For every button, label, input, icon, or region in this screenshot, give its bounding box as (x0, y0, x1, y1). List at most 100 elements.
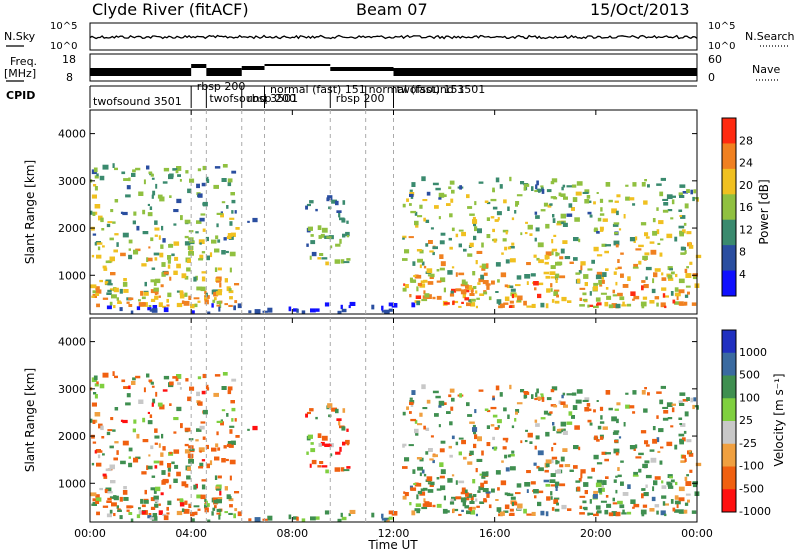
velocity-echo-4 (485, 491, 491, 494)
velocity-echo-0 (212, 497, 219, 501)
velocity-echo-0 (136, 433, 140, 439)
velocity-echo-3 (211, 511, 214, 516)
velocity-echo-0 (109, 509, 113, 514)
power-echo-0 (169, 195, 172, 198)
velocity-echo-0 (151, 402, 154, 407)
velocity-echo-4 (575, 480, 581, 483)
power-echo-0 (216, 304, 220, 307)
power-echo-4 (504, 296, 510, 302)
power-echo-3 (207, 311, 211, 314)
power-echo-0 (95, 286, 100, 290)
power-echo-0 (113, 249, 118, 253)
power-echo-0 (201, 276, 206, 282)
velocity-echo-0 (93, 375, 98, 381)
velocity-echo-4 (452, 508, 455, 513)
velocity-echo-4 (423, 473, 427, 477)
velocity-echo-4 (490, 406, 497, 410)
velocity-echo-4 (416, 508, 420, 514)
velocity-echo-4 (495, 499, 499, 501)
velocity-echo-4 (475, 498, 478, 502)
velocity-echo-3 (233, 513, 236, 519)
velocity-echo-0 (217, 497, 223, 501)
power-echo-4 (643, 284, 649, 289)
freq-trace (90, 64, 697, 76)
velocity-echo-4 (508, 513, 513, 516)
power-echo-3 (296, 308, 299, 313)
velocity-echo-4 (474, 409, 477, 414)
velocity-echo-4 (474, 434, 478, 440)
velocity-echo-4 (435, 395, 441, 399)
power-echo-3 (152, 305, 158, 310)
velocity-echo-0 (152, 398, 156, 404)
velocity-echo-4 (559, 483, 566, 487)
power-echo-0 (179, 179, 182, 182)
velocity-echo-4 (566, 421, 573, 425)
velocity-echo-2 (320, 441, 325, 446)
power-echo-4 (556, 252, 560, 256)
velocity-echo-0 (161, 480, 166, 485)
power-echo-4 (439, 254, 444, 259)
power-echo-4 (469, 213, 475, 216)
power-echo-4 (507, 206, 510, 211)
velocity-echo-4 (416, 482, 422, 487)
velocity-echo-2 (343, 469, 350, 472)
velocity-echo-4 (502, 446, 507, 450)
velocity-echo-0 (229, 475, 232, 481)
velocity-echo-3 (248, 518, 252, 522)
velocity-echo-0 (158, 443, 161, 448)
velocity-echo-0 (128, 505, 134, 508)
velocity-echo-4 (423, 487, 428, 491)
power-echo-0 (195, 231, 199, 234)
velocity-echo-4 (562, 392, 566, 396)
power-echo-4 (419, 264, 422, 269)
velocity-echo-3 (340, 512, 343, 518)
velocity-echo-0 (123, 497, 129, 501)
velocity-echo-0 (195, 439, 199, 442)
power-echo-0 (133, 249, 139, 255)
velocity-echo-4 (598, 488, 602, 493)
power-echo-4 (647, 184, 650, 188)
power-echo-4 (592, 286, 598, 291)
velocity-echo-4 (502, 437, 509, 441)
power-echo-4 (696, 198, 699, 202)
velocity-echo-0 (162, 446, 166, 451)
power-echo-0 (101, 228, 105, 231)
power-echo-0 (185, 170, 189, 174)
velocity-echo-4 (667, 417, 673, 420)
power-echo-0 (109, 256, 115, 262)
velocity-echo-4 (629, 445, 635, 450)
velocity-echo-4 (475, 513, 478, 517)
power-ylabel: Slant Range [km] (23, 160, 37, 264)
power-echo-4 (693, 189, 697, 194)
velocity-echo-3 (237, 511, 242, 517)
velocity-echo-0 (142, 417, 146, 423)
velocity-echo-4 (544, 469, 549, 473)
power-echo-0 (229, 217, 235, 220)
power-echo-4 (674, 236, 678, 242)
power-echo-3 (388, 302, 394, 307)
power-echo-4 (667, 274, 673, 279)
velocity-echo-4 (641, 493, 644, 499)
velocity-echo-4 (402, 411, 406, 416)
power-echo-4 (478, 278, 484, 283)
freq-band-2 (206, 68, 242, 76)
velocity-echo-4 (470, 495, 474, 501)
cpid-mode-label: twofsound 3501 (209, 92, 298, 105)
velocity-echo-4 (608, 512, 614, 517)
velocity-echo-4 (584, 407, 590, 412)
power-echo-4 (535, 184, 538, 190)
station-title: Clyde River (fitACF) (92, 0, 249, 19)
velocity-echo-4 (472, 427, 478, 432)
power-echo-4 (524, 232, 528, 235)
velocity-cbar-tick: 500 (739, 369, 760, 382)
velocity-echo-2 (318, 443, 322, 447)
power-echo-4 (500, 272, 507, 278)
power-echo-0 (136, 225, 140, 231)
power-echo-0 (229, 267, 232, 273)
velocity-echo-4 (549, 479, 556, 483)
velocity-echo-4 (645, 474, 652, 479)
velocity-echo-4 (540, 510, 545, 516)
velocity-echo-4 (580, 473, 583, 479)
velocity-echo-0 (125, 402, 131, 406)
power-cbar-swatch (722, 245, 736, 272)
